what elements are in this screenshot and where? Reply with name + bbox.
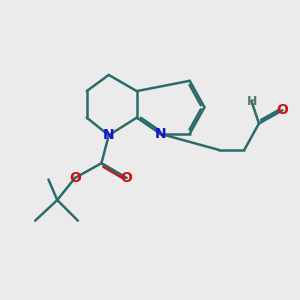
Text: N: N xyxy=(103,128,115,142)
Text: O: O xyxy=(277,103,288,117)
Text: O: O xyxy=(69,171,81,185)
Text: O: O xyxy=(121,171,132,185)
Text: N: N xyxy=(154,127,166,141)
Text: H: H xyxy=(246,95,257,108)
